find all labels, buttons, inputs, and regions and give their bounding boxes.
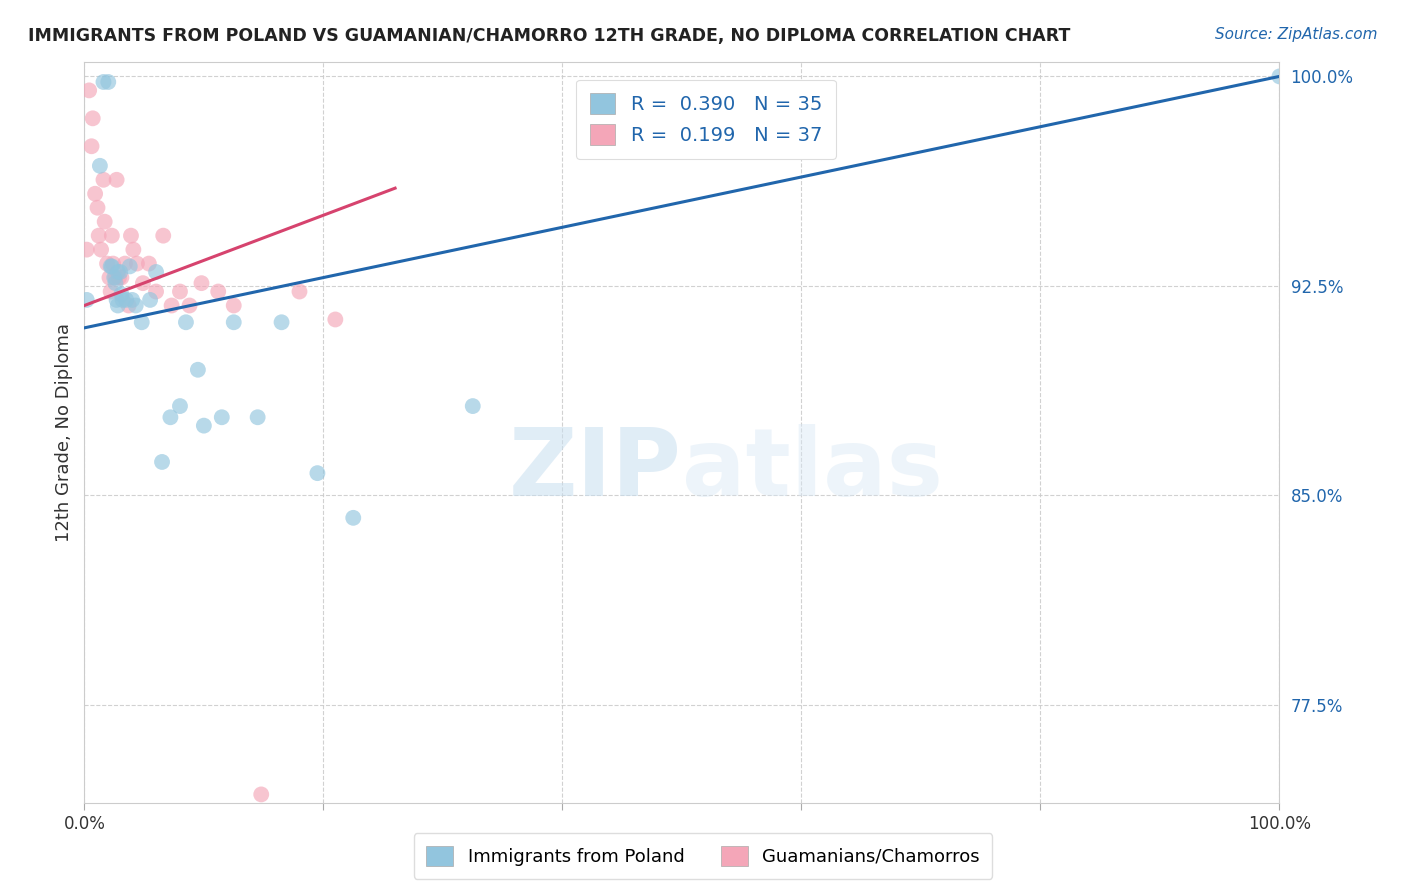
Point	[82, 112, 104, 126]
Point	[125, 257, 148, 271]
Point	[110, 265, 132, 279]
Point	[89, 159, 111, 173]
Point	[108, 270, 131, 285]
Point	[84, 186, 107, 201]
Point	[104, 276, 127, 290]
Point	[76, 243, 98, 257]
Point	[174, 315, 197, 329]
Point	[207, 285, 229, 299]
Point	[246, 410, 269, 425]
Point	[187, 363, 209, 377]
Point	[179, 298, 201, 312]
Point	[145, 285, 167, 299]
Point	[270, 315, 292, 329]
Point	[325, 312, 347, 326]
Point	[169, 285, 191, 299]
Point	[105, 293, 128, 307]
Point	[138, 257, 160, 271]
Point	[190, 276, 212, 290]
Point	[115, 293, 138, 307]
Point	[131, 315, 153, 329]
Point	[117, 298, 139, 312]
Point	[122, 243, 145, 257]
Point	[222, 315, 245, 329]
Point	[342, 511, 364, 525]
Point	[103, 270, 125, 285]
Point	[77, 83, 100, 97]
Point	[110, 270, 132, 285]
Point	[101, 260, 124, 274]
Point	[86, 201, 108, 215]
Point	[107, 265, 129, 279]
Point	[90, 243, 112, 257]
Point	[80, 139, 103, 153]
Point	[107, 298, 129, 312]
Point	[461, 399, 484, 413]
Point	[97, 75, 120, 89]
Legend: R =  0.390   N = 35, R =  0.199   N = 37: R = 0.390 N = 35, R = 0.199 N = 37	[576, 79, 835, 159]
Point	[100, 260, 122, 274]
Legend: Immigrants from Poland, Guamanians/Chamorros: Immigrants from Poland, Guamanians/Chamo…	[413, 833, 993, 879]
Point	[118, 260, 141, 274]
Point	[152, 228, 174, 243]
Point	[100, 285, 122, 299]
Point	[145, 265, 167, 279]
Point	[93, 215, 115, 229]
Text: IMMIGRANTS FROM POLAND VS GUAMANIAN/CHAMORRO 12TH GRADE, NO DIPLOMA CORRELATION : IMMIGRANTS FROM POLAND VS GUAMANIAN/CHAM…	[28, 27, 1070, 45]
Point	[139, 293, 162, 307]
Point	[150, 455, 173, 469]
Point	[111, 293, 134, 307]
Point	[250, 788, 273, 802]
Point	[101, 257, 124, 271]
Point	[222, 298, 245, 312]
Point	[87, 228, 110, 243]
Point	[110, 287, 132, 301]
Point	[96, 257, 118, 271]
Point	[307, 466, 329, 480]
Point	[105, 173, 128, 187]
Point	[193, 418, 215, 433]
Point	[160, 298, 183, 312]
Y-axis label: 12th Grade, No Diploma: 12th Grade, No Diploma	[55, 323, 73, 542]
Point	[125, 298, 148, 312]
Point	[93, 75, 115, 89]
Point	[76, 293, 98, 307]
Point	[211, 410, 233, 425]
Point	[104, 270, 127, 285]
Text: atlas: atlas	[682, 424, 943, 516]
Point	[98, 270, 121, 285]
Point	[1268, 70, 1291, 84]
Point	[121, 293, 143, 307]
Point	[159, 410, 181, 425]
Point	[114, 257, 136, 271]
Point	[101, 228, 124, 243]
Point	[93, 173, 115, 187]
Text: ZIP: ZIP	[509, 424, 682, 516]
Text: Source: ZipAtlas.com: Source: ZipAtlas.com	[1215, 27, 1378, 42]
Point	[288, 285, 311, 299]
Point	[169, 399, 191, 413]
Point	[120, 228, 142, 243]
Point	[132, 276, 155, 290]
